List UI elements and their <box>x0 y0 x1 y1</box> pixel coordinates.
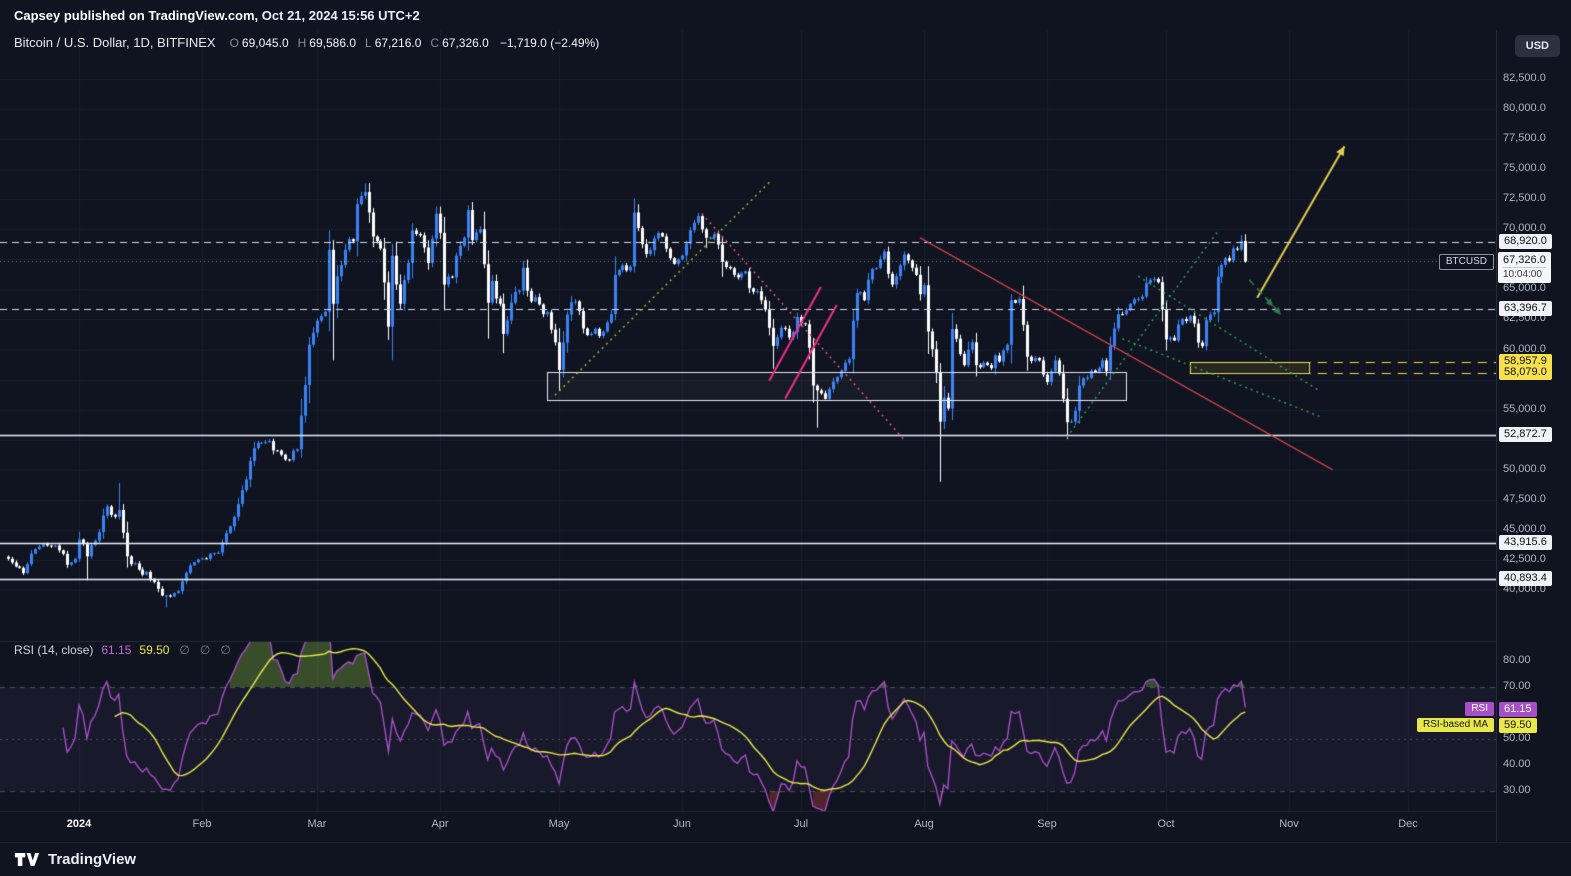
price-tick-label: 65,000.0 <box>1503 282 1546 294</box>
rsi-ma-value-text: 59.50 <box>139 643 170 657</box>
tradingview-brand[interactable]: TradingView <box>48 851 137 868</box>
rsi-tick-label: 40.00 <box>1503 758 1531 770</box>
time-axis-label[interactable]: Nov <box>1279 818 1299 830</box>
price-tick-label: 55,000.0 <box>1503 403 1546 415</box>
rsi-title[interactable]: RSI (14, close) <box>14 643 94 657</box>
open-value: 69,045.0 <box>241 36 289 50</box>
last-price-label: 67,326.0 10:04:00 <box>1498 252 1551 283</box>
time-axis-label[interactable]: Jun <box>673 818 691 830</box>
price-tick-label: 50,000.0 <box>1503 463 1546 475</box>
countdown-label: 10:04:00 <box>1503 267 1546 282</box>
empty-value-marker: ∅ <box>179 643 190 657</box>
price-tick-label: 42,500.0 <box>1503 553 1546 565</box>
price-tick-label: 75,000.0 <box>1503 162 1546 174</box>
price-level-label: 68,920.0 <box>1499 234 1552 249</box>
rsi-ma-name-pill: RSI-based MA <box>1416 718 1494 732</box>
price-level-label: 52,872.7 <box>1499 427 1552 442</box>
symbol-legend: Bitcoin / U.S. Dollar, 1D, BITFINEX O 69… <box>14 35 599 50</box>
rsi-tick-label: 80.00 <box>1503 654 1531 666</box>
ohlc-readout: O 69,045.0 H 69,586.0 L 67,216.0 C 67,32… <box>224 36 600 50</box>
empty-value-marker: ∅ <box>220 643 231 657</box>
rsi-value-text: 61.15 <box>101 643 132 657</box>
rsi-tick-label: 70.00 <box>1503 680 1531 692</box>
price-tick-label: 80,000.0 <box>1503 102 1546 114</box>
currency-toggle-button[interactable]: USD <box>1514 35 1560 57</box>
price-tick-label: 45,000.0 <box>1503 523 1546 535</box>
price-tick-label: 77,500.0 <box>1503 132 1546 144</box>
time-axis-label[interactable]: 2024 <box>66 818 92 830</box>
open-letter: O <box>229 36 239 50</box>
price-level-label: 63,396.7 <box>1499 301 1552 316</box>
change-value: −1,719.0 (−2.49%) <box>499 36 600 50</box>
price-level-label: 43,915.6 <box>1499 535 1552 550</box>
time-axis-label[interactable]: May <box>548 818 570 830</box>
price-tick-label: 70,000.0 <box>1503 222 1546 234</box>
time-axis-label[interactable]: Mar <box>307 818 327 830</box>
footer: TradingView <box>0 842 1571 876</box>
publish-date-text: Oct 21, 2024 15:56 UTC+2 <box>258 7 420 23</box>
time-axis-label[interactable]: Dec <box>1398 818 1418 830</box>
chart-area: Bitcoin / U.S. Dollar, 1D, BITFINEX O 69… <box>0 30 1571 842</box>
rsi-axis-value: 61.15 <box>1499 702 1537 717</box>
price-level-label: 40,893.4 <box>1499 571 1552 586</box>
high-value: 69,586.0 <box>309 36 357 50</box>
close-letter: C <box>430 36 440 50</box>
empty-value-marker: ∅ <box>199 643 211 657</box>
rsi-tick-label: 50.00 <box>1503 732 1531 744</box>
rsi-ma-axis-value: 59.50 <box>1499 718 1537 733</box>
publish-bar: Capsey published on TradingView.com, Oct… <box>0 0 1571 30</box>
time-axis-label[interactable]: Apr <box>431 818 449 830</box>
price-level-label: 58,079.0 <box>1499 365 1552 380</box>
time-axis-label[interactable]: Oct <box>1157 818 1175 830</box>
price-chart-canvas[interactable] <box>0 30 1496 842</box>
low-value: 67,216.0 <box>374 36 422 50</box>
time-axis-label[interactable]: Aug <box>914 818 934 830</box>
price-tick-label: 47,500.0 <box>1503 493 1546 505</box>
last-price-value: 67,326.0 <box>1503 254 1546 266</box>
symbol-price-tag: BTCUSD <box>1438 254 1494 270</box>
price-axis[interactable] <box>1496 30 1571 842</box>
price-tick-label: 40,000.0 <box>1503 583 1546 595</box>
time-axis-label[interactable]: Feb <box>192 818 212 830</box>
publish-author-text: Capsey published on TradingView.com, <box>14 7 259 23</box>
low-letter: L <box>365 36 372 50</box>
price-tick-label: 72,500.0 <box>1503 192 1546 204</box>
close-value: 67,326.0 <box>442 36 489 50</box>
tradingview-logo-icon <box>14 851 40 868</box>
price-tick-label: 60,000.0 <box>1503 343 1546 355</box>
high-letter: H <box>297 36 307 50</box>
rsi-name-pill: RSI <box>1465 702 1494 716</box>
price-tick-label: 82,500.0 <box>1503 72 1546 84</box>
time-axis-label[interactable]: Sep <box>1037 818 1057 830</box>
time-axis-label[interactable]: Jul <box>793 818 809 830</box>
rsi-legend: RSI (14, close) 61.15 59.50 ∅ ∅ ∅ <box>14 643 231 657</box>
symbol-title[interactable]: Bitcoin / U.S. Dollar, 1D, BITFINEX <box>14 35 216 50</box>
rsi-tick-label: 30.00 <box>1503 784 1531 796</box>
